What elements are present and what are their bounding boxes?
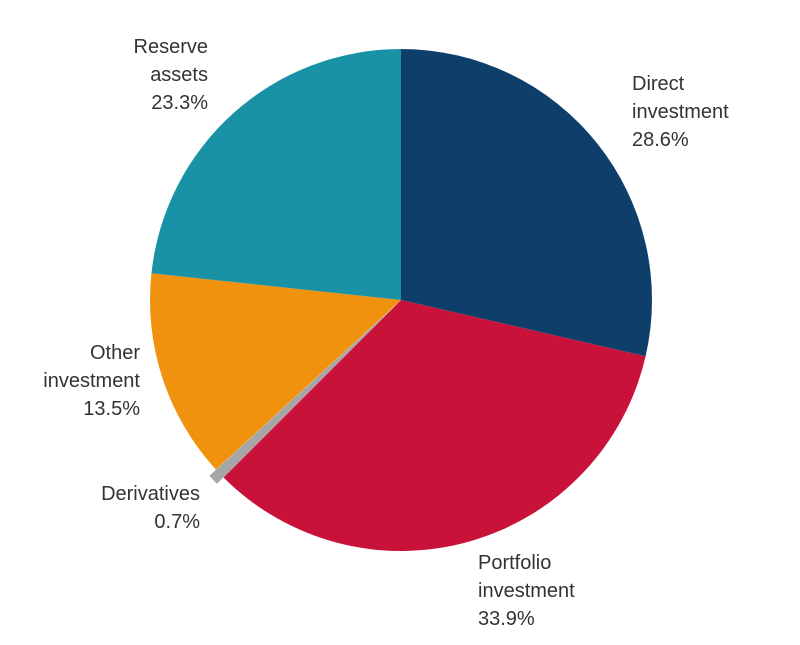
slice-value-label: 23.3% (151, 92, 208, 114)
slice-name-label: Other (90, 342, 140, 364)
slice-name-label: Portfolio (478, 552, 551, 574)
pie-slice-other-investment (149, 273, 401, 470)
slice-value-label: 0.7% (154, 511, 200, 533)
pie-slice-portfolio-investment (223, 300, 646, 552)
slice-name-label: Direct (632, 73, 685, 95)
pie-slice-reserve-assets (151, 49, 401, 300)
slice-value-label: 28.6% (632, 129, 689, 151)
slice-name-label: investment (632, 101, 729, 123)
slice-label: Derivatives 0.7% (101, 483, 200, 533)
pie-slice-derivatives (209, 306, 395, 484)
slice-label: Direct investment 28.6% (632, 73, 729, 151)
slice-name-label: assets (150, 64, 208, 86)
slice-value-label: 13.5% (83, 398, 140, 420)
slice-name-label: investment (43, 370, 140, 392)
slice-value-label: 33.9% (478, 608, 535, 630)
slice-label: Other investment 13.5% (43, 342, 140, 420)
slice-label: Reserve assets 23.3% (134, 36, 209, 114)
slice-name-label: investment (478, 580, 575, 602)
slice-name-label: Reserve (134, 36, 208, 58)
pie-slice-direct-investment (401, 49, 653, 357)
slice-name-label: Derivatives (101, 483, 200, 505)
slice-label: Portfolio investment 33.9% (478, 552, 575, 630)
